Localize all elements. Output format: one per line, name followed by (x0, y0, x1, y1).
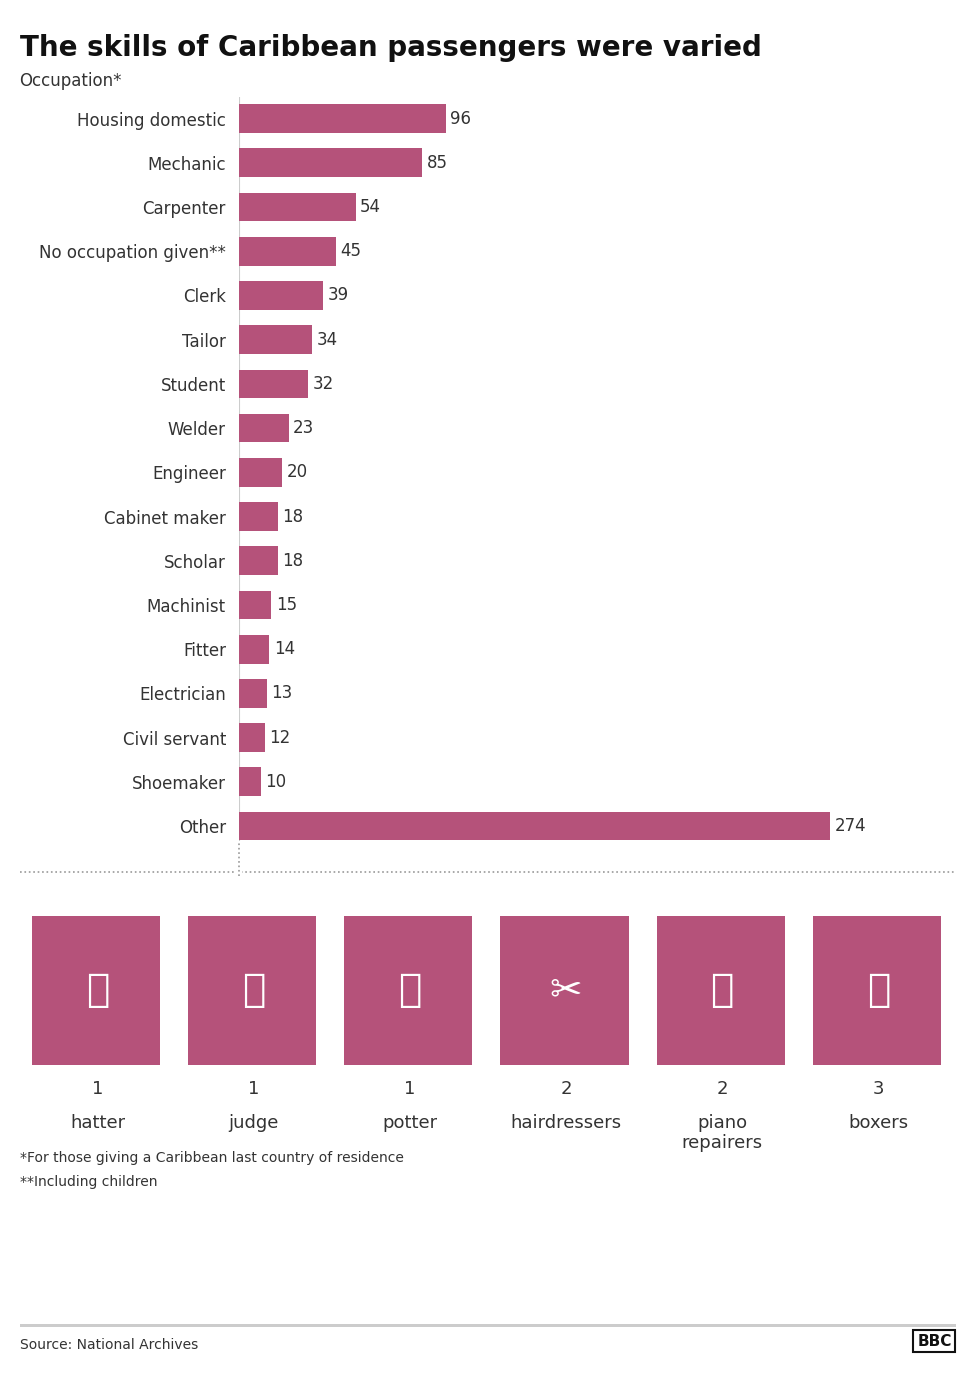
Text: 🎹: 🎹 (711, 971, 734, 1009)
Bar (239, 414, 289, 443)
Text: potter: potter (383, 1114, 437, 1132)
Text: hairdressers: hairdressers (510, 1114, 622, 1132)
Text: 🫙: 🫙 (398, 971, 422, 1009)
Text: 39: 39 (328, 287, 348, 305)
Bar (239, 767, 261, 796)
FancyBboxPatch shape (32, 916, 160, 1065)
Bar (239, 634, 269, 663)
Bar (239, 590, 271, 619)
FancyBboxPatch shape (501, 916, 629, 1065)
Text: 1: 1 (404, 1080, 416, 1098)
Bar (239, 458, 282, 487)
Text: 1: 1 (92, 1080, 103, 1098)
Text: Source: National Archives: Source: National Archives (20, 1338, 198, 1351)
Bar (239, 678, 267, 707)
Text: 3: 3 (873, 1080, 884, 1098)
Text: 15: 15 (276, 596, 297, 614)
Text: 13: 13 (271, 684, 293, 702)
Text: 🔨: 🔨 (242, 971, 265, 1009)
Text: 14: 14 (273, 640, 295, 658)
Text: judge: judge (228, 1114, 279, 1132)
Text: ✂: ✂ (549, 971, 583, 1009)
Text: 54: 54 (360, 199, 381, 217)
FancyBboxPatch shape (813, 916, 941, 1065)
Text: *For those giving a Caribbean last country of residence: *For those giving a Caribbean last count… (20, 1151, 403, 1165)
Text: 1: 1 (248, 1080, 260, 1098)
Text: 45: 45 (341, 243, 361, 261)
Bar (239, 812, 830, 840)
Text: 20: 20 (287, 463, 307, 481)
Bar (239, 723, 265, 752)
Text: The skills of Caribbean passengers were varied: The skills of Caribbean passengers were … (20, 34, 761, 62)
Text: 2: 2 (716, 1080, 728, 1098)
Bar (239, 193, 355, 222)
Bar (239, 370, 308, 399)
Text: **Including children: **Including children (20, 1175, 157, 1189)
Bar (239, 281, 323, 310)
Text: 12: 12 (269, 728, 291, 746)
Text: BBC: BBC (917, 1333, 952, 1349)
Text: 🥊: 🥊 (867, 971, 890, 1009)
Text: 18: 18 (282, 552, 304, 570)
Bar (239, 502, 278, 531)
Text: 23: 23 (293, 419, 314, 437)
Bar (239, 546, 278, 575)
FancyBboxPatch shape (345, 916, 472, 1065)
Bar (239, 237, 336, 266)
Text: boxers: boxers (848, 1114, 909, 1132)
Text: 274: 274 (834, 816, 866, 834)
Text: 85: 85 (427, 154, 448, 172)
Text: 2: 2 (560, 1080, 572, 1098)
Text: hatter: hatter (70, 1114, 125, 1132)
FancyBboxPatch shape (188, 916, 316, 1065)
Text: piano
repairers: piano repairers (681, 1114, 763, 1153)
Text: 18: 18 (282, 507, 304, 525)
Text: 96: 96 (451, 110, 471, 128)
Text: Occupation*: Occupation* (20, 72, 122, 90)
Bar (239, 149, 423, 178)
Text: 10: 10 (265, 772, 286, 790)
Bar (239, 105, 446, 132)
Text: 🎩: 🎩 (86, 971, 109, 1009)
Bar (239, 325, 312, 354)
Text: 32: 32 (312, 375, 334, 393)
Text: 34: 34 (317, 331, 338, 349)
FancyBboxPatch shape (657, 916, 785, 1065)
